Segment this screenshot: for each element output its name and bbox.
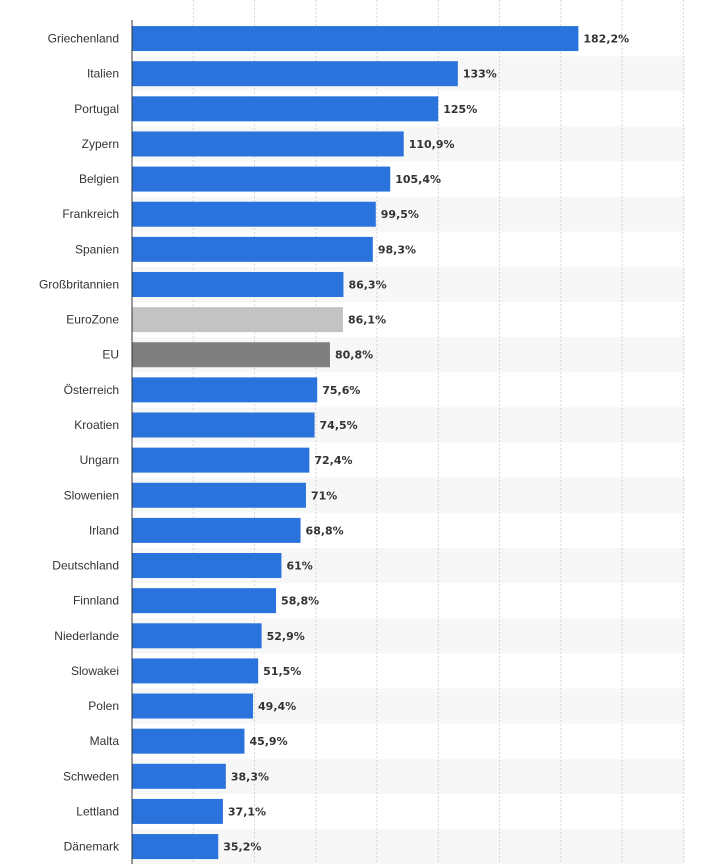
category-label: Malta: [90, 734, 120, 748]
category-label: Österreich: [64, 383, 119, 397]
bars: [132, 26, 579, 860]
value-label: 71%: [311, 489, 337, 502]
value-label: 99,5%: [381, 208, 419, 221]
bar: [132, 834, 219, 860]
value-label: 35,2%: [223, 841, 261, 854]
category-label: Irland: [89, 523, 119, 537]
bar: [132, 623, 262, 649]
category-label: Kroatien: [74, 418, 119, 432]
bar: [132, 658, 259, 684]
bar: [132, 377, 318, 403]
value-label: 72,4%: [314, 454, 352, 467]
bar: [132, 201, 376, 227]
bar: [132, 26, 579, 52]
value-label: 86,1%: [348, 314, 386, 327]
value-label: 98,3%: [378, 243, 416, 256]
value-label: 37,1%: [228, 805, 266, 818]
category-label: Schweden: [63, 769, 119, 783]
category-label: Slowenien: [64, 488, 119, 502]
category-labels: Griechenland Italien Portugal Zypern Belgien…: [39, 32, 120, 854]
category-label: Zypern: [82, 137, 119, 151]
value-label: 133%: [463, 68, 497, 81]
category-label: Lettland: [76, 804, 119, 818]
category-label: Belgien: [79, 172, 119, 186]
bar: [132, 166, 391, 192]
value-label: 86,3%: [348, 278, 386, 291]
row-stripe: [132, 828, 685, 864]
category-label: Portugal: [74, 102, 119, 116]
value-label: 58,8%: [281, 595, 319, 608]
category-label: Ungarn: [80, 453, 119, 467]
value-label: 80,8%: [335, 349, 373, 362]
value-label: 105,4%: [395, 173, 441, 186]
category-label: Slowakei: [71, 664, 119, 678]
category-label: Deutschland: [52, 559, 119, 573]
value-label: 38,3%: [231, 770, 269, 783]
bar: [132, 342, 330, 368]
bar: [132, 307, 343, 333]
category-label: EU: [102, 348, 119, 362]
bar: [132, 271, 344, 297]
category-label: Polen: [88, 699, 119, 713]
bar: [132, 412, 315, 438]
value-label: 49,4%: [258, 700, 296, 713]
category-label: Großbritannien: [39, 277, 119, 291]
category-label: Niederlande: [54, 629, 119, 643]
bar: [132, 131, 404, 157]
category-label: EuroZone: [66, 313, 119, 327]
value-label: 61%: [286, 560, 312, 573]
bar: [132, 447, 310, 473]
category-label: Finnland: [73, 594, 119, 608]
bar: [132, 728, 245, 754]
bar: [132, 693, 254, 719]
bar: [132, 517, 301, 543]
bar: [132, 96, 439, 122]
value-label: 52,9%: [267, 630, 305, 643]
bar: [132, 763, 226, 789]
bar: [132, 236, 373, 262]
value-labels: 182,2% 133% 125% 110,9% 105,4% 99,5% 98,3% 86,3…: [223, 33, 629, 854]
value-label: 68,8%: [306, 524, 344, 537]
value-label: 74,5%: [320, 419, 358, 432]
bar: [132, 553, 282, 579]
category-label: Italien: [87, 67, 119, 81]
bar: [132, 798, 223, 824]
value-label: 182,2%: [583, 33, 629, 46]
bar: [132, 588, 277, 614]
value-label: 51,5%: [263, 665, 301, 678]
value-label: 110,9%: [409, 138, 455, 151]
category-label: Griechenland: [48, 32, 119, 46]
bar: [132, 61, 458, 87]
value-label: 45,9%: [249, 735, 287, 748]
value-label: 125%: [443, 103, 477, 116]
category-label: Dänemark: [64, 840, 120, 854]
bar: [132, 482, 306, 508]
value-label: 75,6%: [322, 384, 360, 397]
category-label: Frankreich: [62, 207, 119, 221]
category-label: Spanien: [75, 242, 119, 256]
